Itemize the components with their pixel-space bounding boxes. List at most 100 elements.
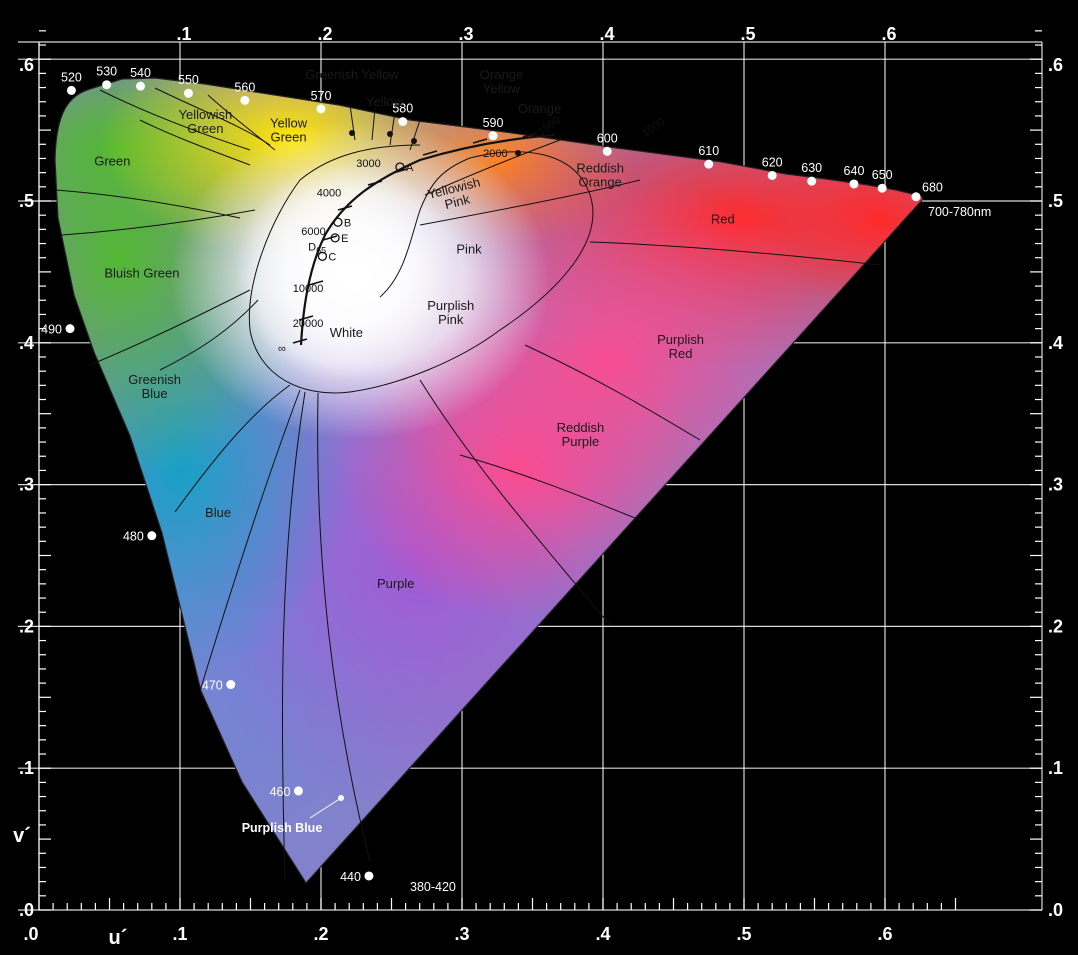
top-tick-label: .6 xyxy=(881,24,896,44)
wavelength-label-570: 570 xyxy=(311,89,332,103)
wavelength-label-680: 680 xyxy=(922,181,943,195)
illuminant-label-E: E xyxy=(341,233,348,245)
right-tick-label: .1 xyxy=(1048,758,1063,778)
region-label-greenish-yellow: Greenish Yellow xyxy=(305,67,399,82)
region-label-purplish-pink: Purplish Pink xyxy=(427,298,474,327)
wavelength-dot-650 xyxy=(877,183,887,193)
region-label-pink: Pink xyxy=(456,241,482,256)
region-boundary xyxy=(409,119,421,151)
wavelength-dot-680 xyxy=(911,192,921,202)
axis-labels: .0 .1 .2 .3 .4 .5 .6 .1 .2 .3 .4 .5 .6 .0 .1 .2 .3 .4 .5 .6… xyxy=(13,24,1063,949)
region-label-orange: Orange xyxy=(518,101,561,116)
planckian-tick xyxy=(337,205,353,211)
region-label-yellow-green: Yellow Green xyxy=(270,115,308,144)
spectral-locus-points: 520 530 540 550 560 570 580 590 600 610 620 630 640 6… xyxy=(41,65,943,884)
region-boundary xyxy=(248,144,594,394)
region-labels: Green Yellowish Green Yellow Green Greenish Y… xyxy=(94,67,735,591)
y-tick-label: .1 xyxy=(19,758,34,778)
x-tick-label: .4 xyxy=(595,924,610,944)
y-tick-label: .4 xyxy=(19,333,34,353)
region-label-yellowish-green: Yellowish Green xyxy=(179,107,233,136)
planckian-tick xyxy=(472,138,488,144)
temp-label-10000: 10000 xyxy=(293,283,324,295)
region-label-white: White xyxy=(330,325,363,340)
region-boundary xyxy=(154,87,271,146)
wavelength-label-610: 610 xyxy=(698,144,719,158)
region-boundary xyxy=(99,89,251,151)
red-end-label: 700-780nm xyxy=(928,205,991,219)
wavelength-label-580: 580 xyxy=(392,102,413,116)
wavelength-dot-620 xyxy=(767,170,777,180)
region-label-bluish-green: Bluish Green xyxy=(104,266,179,281)
illuminant-label-B: B xyxy=(344,217,351,229)
region-boundary xyxy=(459,454,641,521)
wavelength-dot-550 xyxy=(183,88,193,98)
y-tick-label: .5 xyxy=(19,191,34,211)
wavelength-dot-610 xyxy=(704,159,714,169)
locus-marker xyxy=(349,130,355,136)
y-tick-label: .3 xyxy=(19,475,34,495)
region-label-purple: Purple xyxy=(377,576,415,591)
wavelength-label-600: 600 xyxy=(597,131,618,145)
planckian-tick xyxy=(367,180,383,186)
y-axis-name: v´ xyxy=(13,825,31,847)
top-tick-label: .4 xyxy=(599,24,614,44)
wavelength-label-650: 650 xyxy=(872,168,893,182)
wavelength-label-540: 540 xyxy=(130,66,151,80)
blue-end-label: 380-420 xyxy=(410,880,456,894)
wavelength-dot-490 xyxy=(65,324,75,334)
right-tick-label: .0 xyxy=(1048,900,1063,920)
purplish-blue-leader xyxy=(309,797,342,819)
wavelength-label-630: 630 xyxy=(801,161,822,175)
region-label-blue: Blue xyxy=(205,505,231,520)
region-label-orange-yellow: Orange Yellow xyxy=(480,67,523,96)
wavelength-dot-600 xyxy=(602,146,612,156)
right-tick-label: .2 xyxy=(1048,616,1063,636)
planckian-tick xyxy=(422,150,438,156)
planckian-tick xyxy=(522,132,538,138)
y-tick-label: .6 xyxy=(19,55,34,75)
wavelength-label-440: 440 xyxy=(340,870,361,884)
x-axis-name: u´ xyxy=(109,927,128,949)
wavelength-dot-580 xyxy=(398,117,408,127)
wavelength-label-560: 560 xyxy=(234,80,255,94)
right-tick-label: .6 xyxy=(1048,55,1063,75)
planckian-curve xyxy=(299,133,556,346)
top-tick-label: .2 xyxy=(317,24,332,44)
wavelength-dot-530 xyxy=(102,80,112,90)
right-tick-label: .4 xyxy=(1048,333,1063,353)
region-boundary xyxy=(61,209,256,236)
locus-marker xyxy=(411,138,417,144)
region-boundary xyxy=(524,344,701,441)
planckian-tick xyxy=(308,280,324,286)
region-boundary xyxy=(389,111,396,146)
region-boundary xyxy=(371,107,376,141)
temp-label-20000: 20000 xyxy=(293,318,324,330)
illuminant-label-C: C xyxy=(328,251,336,263)
region-label-reddish-purple: Reddish Purple xyxy=(557,420,605,449)
wavelength-label-640: 640 xyxy=(844,164,865,178)
region-label-green: Green xyxy=(94,154,130,169)
y-tick-label: .0 xyxy=(19,900,34,920)
locus-marker xyxy=(387,131,393,137)
wavelength-label-490: 490 xyxy=(41,323,62,337)
spectral-locus-outline xyxy=(54,77,924,884)
planckian-tick xyxy=(298,315,314,321)
region-boundary xyxy=(419,179,641,226)
region-boundary xyxy=(419,379,611,626)
region-boundary xyxy=(55,189,241,219)
wavelength-dot-560 xyxy=(240,95,250,105)
top-tick-label: .1 xyxy=(176,24,191,44)
extra-labels: 700-780nm 380-420 Purplish Blue xyxy=(242,205,992,894)
temp-label-2000: 2000 xyxy=(483,148,507,160)
region-boundary xyxy=(199,389,301,692)
temp-label-4000: 4000 xyxy=(317,188,341,200)
wavelength-label-520: 520 xyxy=(61,70,82,84)
wavelength-dot-590 xyxy=(488,131,498,141)
planckian-tick xyxy=(322,235,338,241)
wavelength-dot-630 xyxy=(807,176,817,186)
region-boundary xyxy=(424,139,561,196)
x-tick-label: .0 xyxy=(23,924,38,944)
minor-ticks xyxy=(38,30,1042,911)
